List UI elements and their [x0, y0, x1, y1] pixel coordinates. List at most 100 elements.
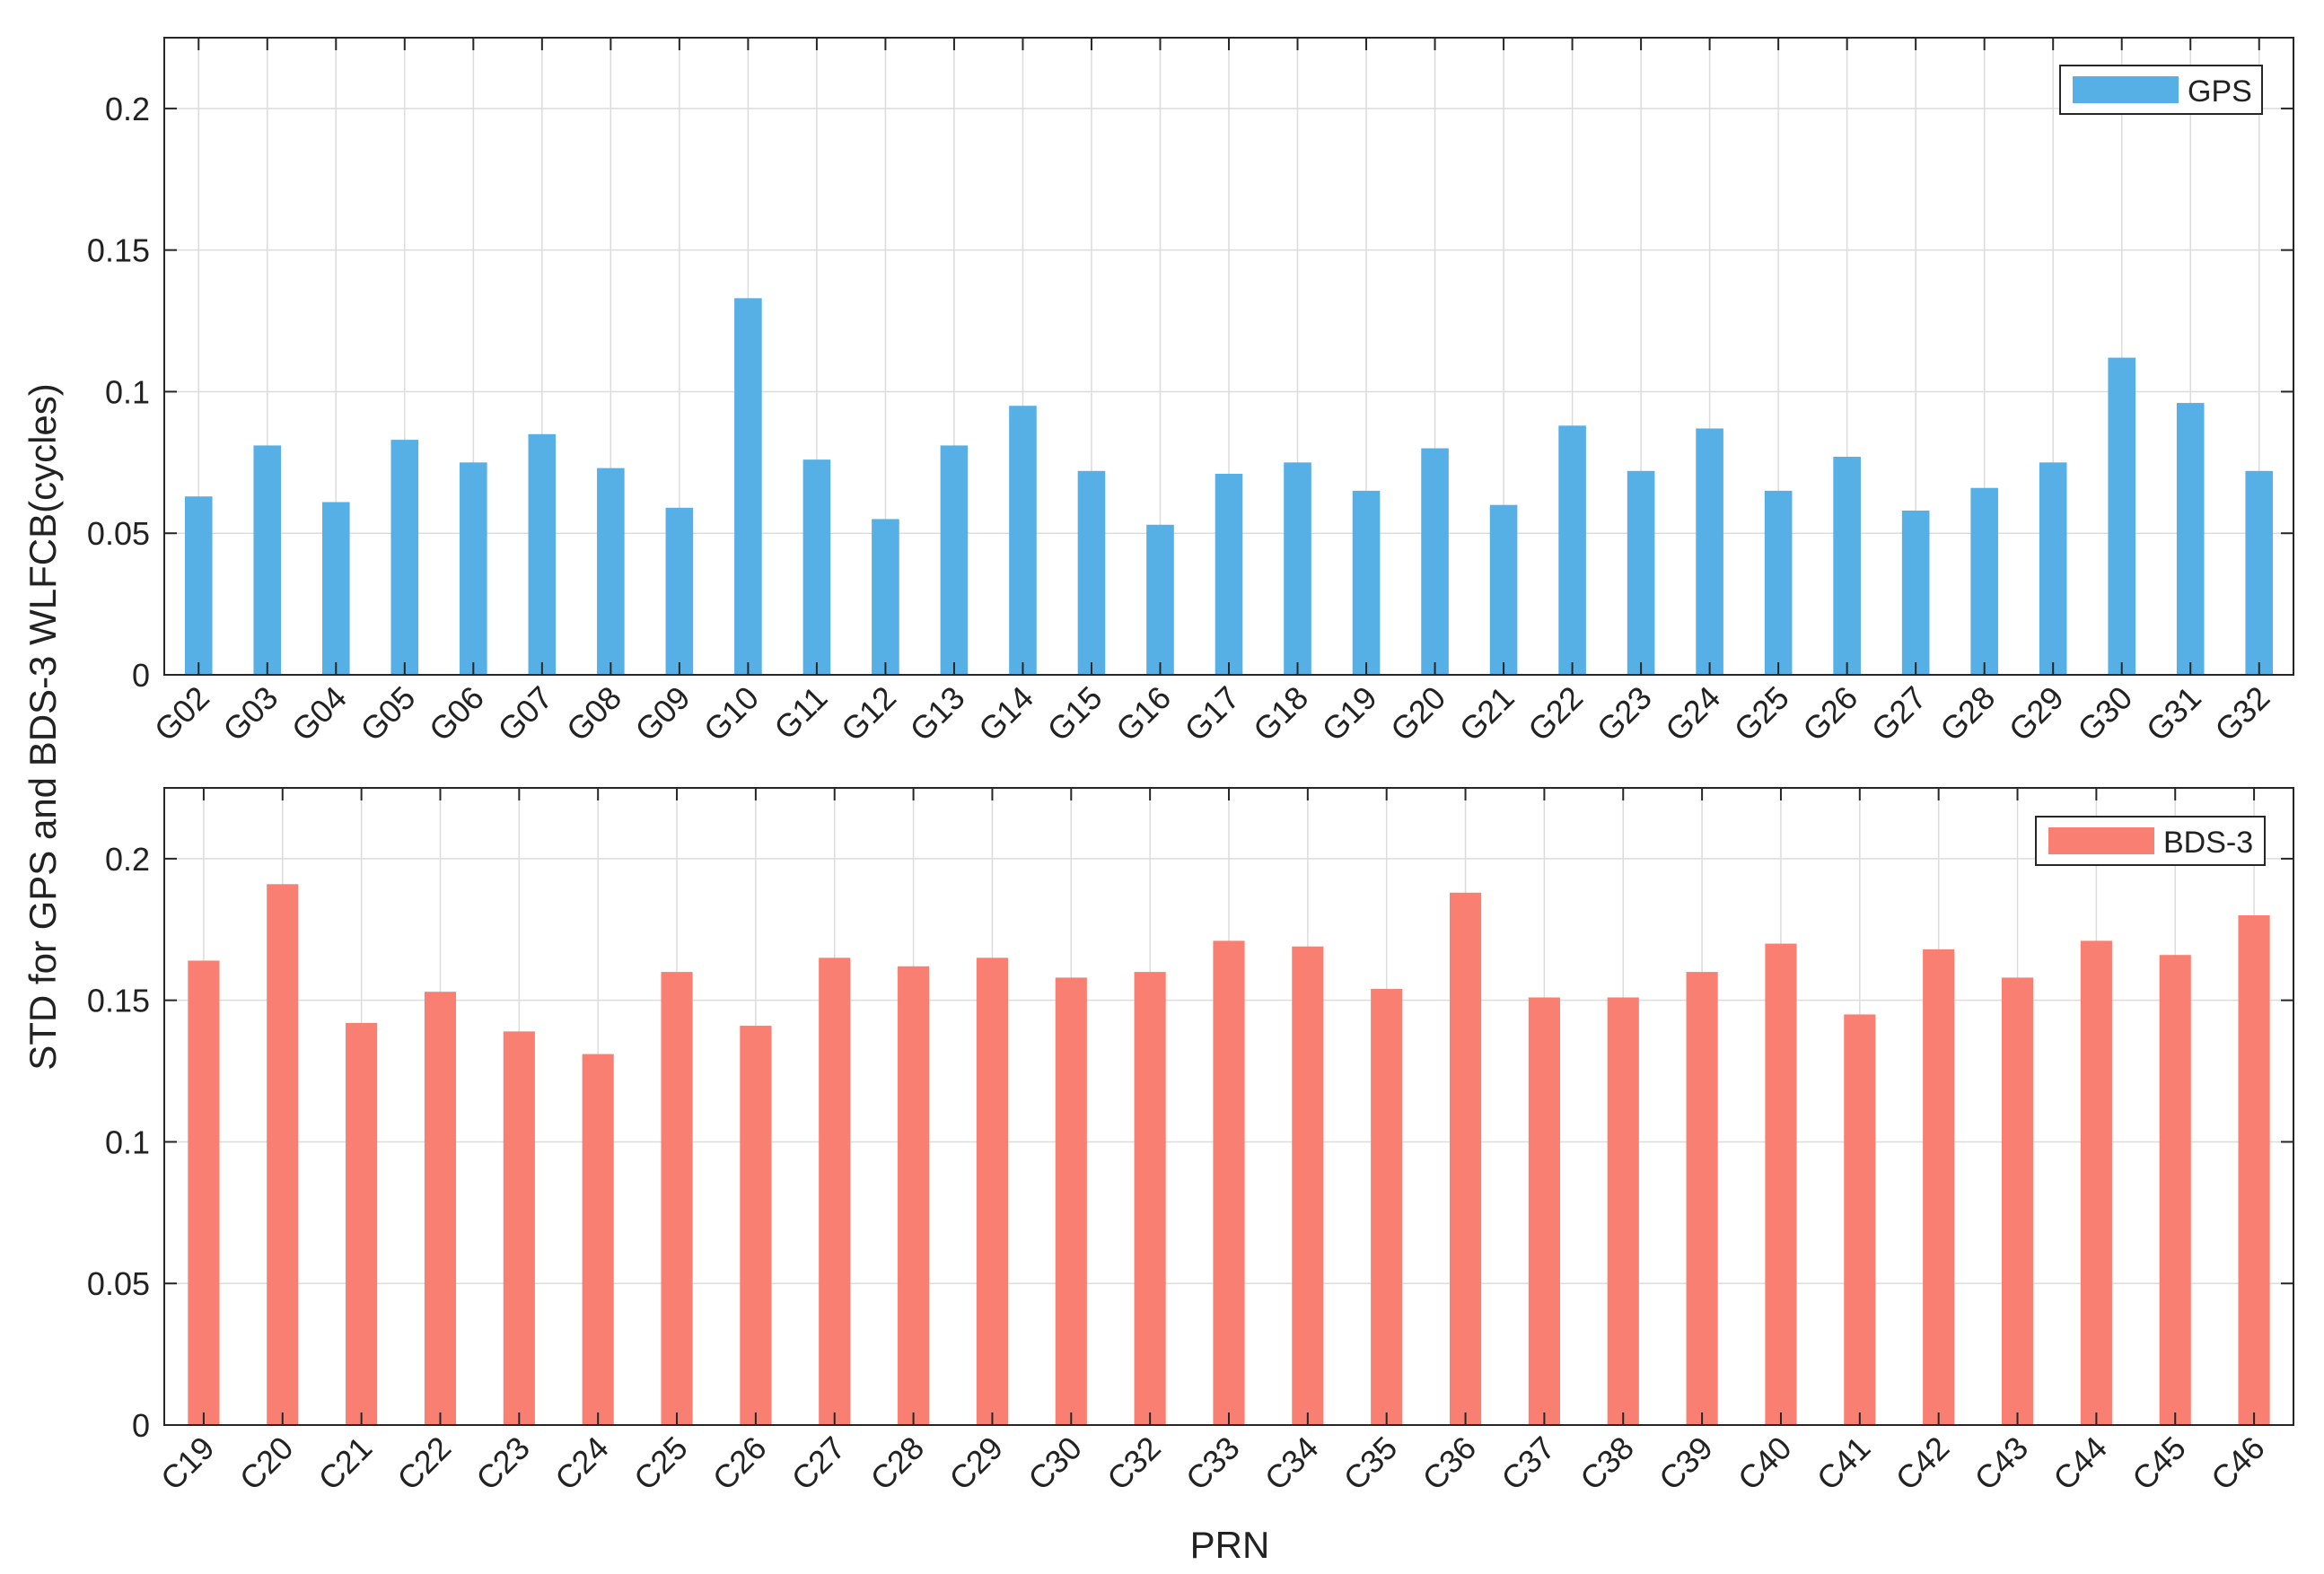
gps-bar-g11 [802, 459, 831, 675]
bds-bar-c24 [582, 1054, 614, 1425]
gps-bar-g17 [1215, 473, 1243, 675]
bds-x-tick-label-c39: C39 [1652, 1430, 1720, 1498]
bds-x-tick-label-c19: C19 [153, 1430, 222, 1498]
gps-y-tick-label: 0.05 [87, 515, 150, 552]
bds-bar-c21 [346, 1022, 378, 1425]
gps-x-tick-label-g04: G04 [285, 679, 354, 748]
gps-bar-g08 [597, 468, 625, 675]
gps-x-tick-label-g30: G30 [2070, 679, 2139, 748]
gps-x-tick-label-g21: G21 [1452, 679, 1522, 748]
bds-y-tick-label: 0 [132, 1407, 150, 1444]
bds-bar-c30 [1055, 977, 1087, 1425]
bds-bar-c20 [267, 884, 299, 1425]
bds-bar-c32 [1134, 972, 1166, 1425]
bds-x-tick-label-c41: C41 [1810, 1430, 1878, 1498]
bds-x-tick-label-c37: C37 [1494, 1430, 1562, 1498]
gps-legend-label: GPS [2188, 74, 2252, 109]
gps-bar-g13 [940, 445, 969, 675]
bds-x-tick-label-c29: C29 [942, 1430, 1010, 1498]
bds-x-tick-label-c30: C30 [1021, 1430, 1089, 1498]
bds-x-tick-label-c22: C22 [390, 1430, 458, 1498]
bds-bar-c28 [898, 966, 930, 1425]
gps-bar-g22 [1558, 425, 1586, 675]
gps-y-tick-label: 0.15 [87, 232, 150, 269]
gps-bar-g26 [1833, 457, 1861, 675]
gps-x-tick-label-g20: G20 [1383, 679, 1452, 748]
gps-x-tick-label-g03: G03 [215, 679, 285, 748]
gps-bar-g20 [1421, 448, 1449, 675]
gps-bar-g19 [1352, 490, 1381, 675]
gps-legend-swatch [2073, 76, 2179, 103]
bds-bar-c45 [2159, 955, 2191, 1425]
gps-x-tick-label-g31: G31 [2139, 679, 2208, 748]
bds-y-tick-label: 0.2 [105, 841, 150, 878]
gps-x-tick-label-g28: G28 [1933, 679, 2002, 748]
gps-y-tick-label: 0.2 [105, 91, 150, 127]
gps-x-tick-label-g07: G07 [490, 679, 559, 748]
gps-x-tick-label-g23: G23 [1590, 679, 1659, 748]
bds-x-tick-label-c45: C45 [2125, 1430, 2193, 1498]
gps-bar-g05 [390, 440, 419, 675]
bds-bar-c46 [2238, 915, 2270, 1425]
bds-bar-c44 [2080, 940, 2112, 1425]
bds-bar-c27 [819, 958, 851, 1425]
bds-y-tick-label: 0.15 [87, 983, 150, 1019]
bds-legend-label: BDS-3 [2163, 826, 2253, 860]
gps-bar-g04 [321, 502, 350, 675]
bds-x-tick-label-c26: C26 [706, 1430, 774, 1498]
gps-bar-g29 [2039, 462, 2067, 675]
gps-x-tick-label-g15: G15 [1040, 679, 1109, 748]
bds-bar-c22 [424, 992, 457, 1425]
bds-bar-c37 [1528, 997, 1560, 1425]
bds-bar-c43 [2001, 977, 2034, 1425]
gps-bar-g21 [1489, 504, 1518, 675]
gps-bar-g07 [528, 433, 557, 675]
gps-y-tick-label: 0 [132, 657, 150, 694]
gps-x-tick-label-g05: G05 [353, 679, 422, 748]
gps-bar-g27 [1901, 510, 1930, 675]
gps-bar-g28 [1970, 487, 1998, 675]
bds-x-tick-label-c27: C27 [785, 1430, 853, 1498]
gps-bar-g16 [1146, 524, 1174, 675]
bds-bar-c39 [1686, 972, 1718, 1425]
bds-bar-c35 [1371, 989, 1403, 1425]
gps-bar-g14 [1009, 406, 1037, 675]
bds-x-tick-label-c20: C20 [232, 1430, 301, 1498]
bds-bar-c41 [1844, 1014, 1876, 1425]
gps-x-tick-label-g08: G08 [559, 679, 628, 748]
gps-x-tick-label-g14: G14 [971, 679, 1040, 748]
bds-x-tick-label-c21: C21 [311, 1430, 380, 1498]
gps-bar-g30 [2108, 357, 2136, 675]
bds-legend-swatch [2048, 827, 2154, 854]
bds-bar-c42 [1923, 949, 1955, 1425]
gps-x-tick-label-g26: G26 [1795, 679, 1864, 748]
bds-x-tick-label-c38: C38 [1573, 1430, 1641, 1498]
bds-x-tick-label-c24: C24 [548, 1430, 616, 1498]
gps-bar-g15 [1077, 470, 1106, 675]
bds-x-tick-label-c25: C25 [627, 1430, 695, 1498]
bds-x-tick-label-c46: C46 [2204, 1430, 2272, 1498]
bds-bar-c34 [1292, 946, 1324, 1425]
gps-x-tick-label-g32: G32 [2207, 679, 2276, 748]
bds-x-tick-label-c23: C23 [469, 1430, 537, 1498]
bds-x-tick-label-c28: C28 [864, 1430, 932, 1498]
bds-bar-c26 [740, 1026, 772, 1425]
bds-x-tick-label-c33: C33 [1179, 1430, 1247, 1498]
x-axis-label: PRN [1190, 1524, 1270, 1566]
shared-y-axis-label: STD for GPS and BDS-3 WLFCB(cycles) [22, 383, 64, 1071]
bds-bar-c25 [661, 972, 693, 1425]
gps-x-tick-label-g13: G13 [902, 679, 971, 748]
bds-x-tick-label-c44: C44 [2046, 1430, 2114, 1498]
gps-bar-g23 [1627, 470, 1655, 675]
gps-x-tick-label-g19: G19 [1315, 679, 1384, 748]
bds-bar-c38 [1607, 997, 1639, 1425]
gps-bar-g18 [1284, 462, 1311, 675]
bds-legend: BDS-3 [2035, 816, 2266, 866]
gps-x-tick-label-g10: G10 [697, 679, 766, 748]
gps-x-tick-label-g09: G09 [627, 679, 697, 748]
bds-y-tick-label: 0.1 [105, 1124, 150, 1160]
gps-x-tick-label-g27: G27 [1864, 679, 1934, 748]
